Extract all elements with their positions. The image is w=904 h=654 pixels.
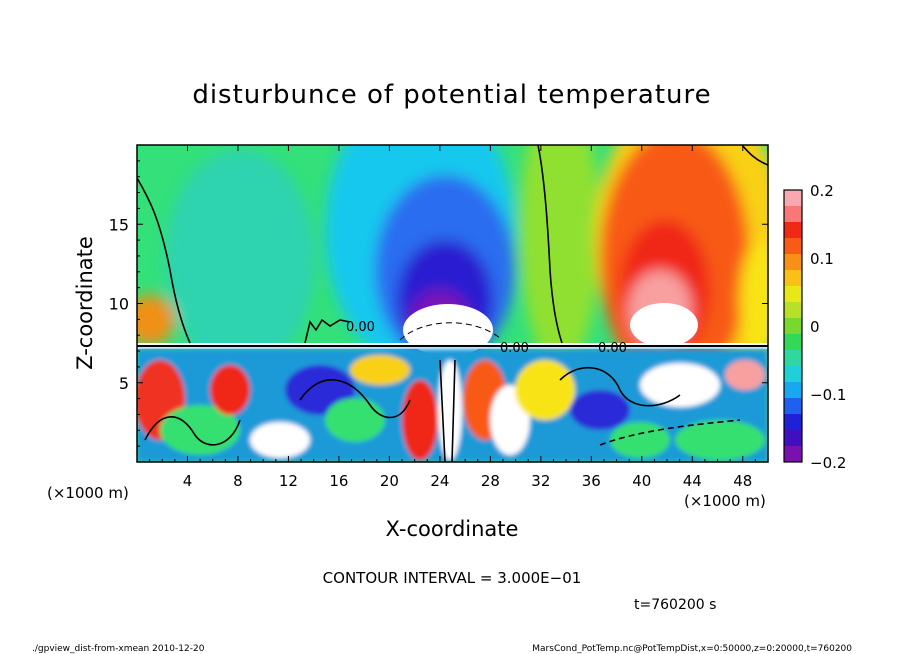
colorbar: 0.2 0.1 0 −0.1 −0.2: [783, 182, 846, 472]
x-tick-label: 16: [329, 472, 348, 490]
colorbar-segment: [784, 318, 802, 335]
zero-contour-left: [137, 177, 191, 344]
x-tick-label: 4: [183, 472, 193, 490]
colorbar-segment: [784, 430, 802, 447]
colorbar-segment: [784, 350, 802, 367]
colorbar-segment: [784, 382, 802, 399]
contour-lower-e: [599, 419, 741, 446]
x-tick-label: 44: [683, 472, 702, 490]
colorbar-segment: [784, 270, 802, 287]
y-tick-label: 15: [109, 215, 129, 234]
contour-label: 0.00: [500, 341, 529, 356]
colorbar-tick-label: 0.1: [810, 250, 834, 268]
footer-right: MarsCond_PotTemp.nc@PotTempDist,x=0:5000…: [532, 644, 852, 654]
colorbar-segment: [784, 238, 802, 255]
colorbar-frame: [783, 189, 803, 463]
contour-label: 0.00: [346, 320, 375, 335]
x-tick-label: 24: [430, 472, 449, 490]
x-tick-label: 48: [733, 472, 752, 490]
contour-lower-c: [439, 359, 456, 462]
x-unit-label: (×1000 m): [47, 484, 129, 502]
plot-area: [137, 145, 768, 462]
colorbar-tick-label: 0.2: [810, 182, 834, 200]
colorbar-segment: [784, 190, 802, 207]
colorbar-segments: [784, 190, 802, 463]
y-tick-label: 10: [109, 295, 129, 314]
x-tick-label: 12: [279, 472, 298, 490]
colorbar-tick-label: −0.2: [810, 454, 846, 472]
contour-lower-d: [559, 366, 681, 407]
x-tick-label: 20: [380, 472, 399, 490]
colorbar-segment: [784, 398, 802, 415]
footer-left: ./gpview_dist-from-xmean 2010-12-20: [32, 644, 205, 654]
chart-title: disturbunce of potential temperature: [192, 80, 711, 110]
x-axis-label: X-coordinate: [386, 517, 519, 541]
x-axis-ticks: 4 8 12 16 20 24 28 32 36 40 44 48: [149, 145, 756, 490]
colorbar-segment: [784, 334, 802, 351]
zero-contour-edge: [741, 145, 768, 166]
colorbar-segment: [784, 302, 802, 319]
y-axis-label: Z-coordinate: [73, 236, 97, 370]
contour-interval-text: CONTOUR INTERVAL = 3.000E−01: [323, 569, 582, 587]
colorbar-segment: [784, 206, 802, 223]
y-unit-label: (×1000 m): [684, 492, 766, 510]
contour-label: 0.00: [598, 341, 627, 356]
zero-contour-middle: [304, 318, 351, 344]
y-tick-label: 5: [119, 374, 129, 393]
colorbar-segment: [784, 286, 802, 303]
colorbar-tick-label: 0: [810, 318, 820, 336]
x-tick-label: 28: [481, 472, 500, 490]
white-region-right: [630, 303, 698, 347]
x-tick-label: 36: [582, 472, 601, 490]
contour-lines: [137, 145, 768, 462]
colorbar-segment: [784, 446, 802, 463]
contour-labels: 0.00 0.00 0.00: [346, 320, 627, 356]
zero-contour-right: [537, 145, 563, 344]
colorbar-segment: [784, 366, 802, 383]
x-tick-label: 8: [233, 472, 243, 490]
colorbar-segment: [784, 222, 802, 239]
contour-lower-b: [299, 379, 411, 419]
x-tick-label: 40: [632, 472, 651, 490]
contour-upper-dashed: [399, 322, 501, 341]
lower-field: [137, 349, 768, 462]
colorbar-ticks: 0.2 0.1 0 −0.1 −0.2: [810, 182, 846, 472]
contour-lower-a: [144, 416, 241, 446]
colorbar-tick-label: −0.1: [810, 386, 846, 404]
colorbar-segment: [784, 254, 802, 271]
y-axis-ticks: 5 10 15: [109, 160, 768, 447]
colorbar-segment: [784, 414, 802, 431]
x-tick-label: 32: [531, 472, 550, 490]
time-text: t=760200 s: [634, 597, 716, 613]
